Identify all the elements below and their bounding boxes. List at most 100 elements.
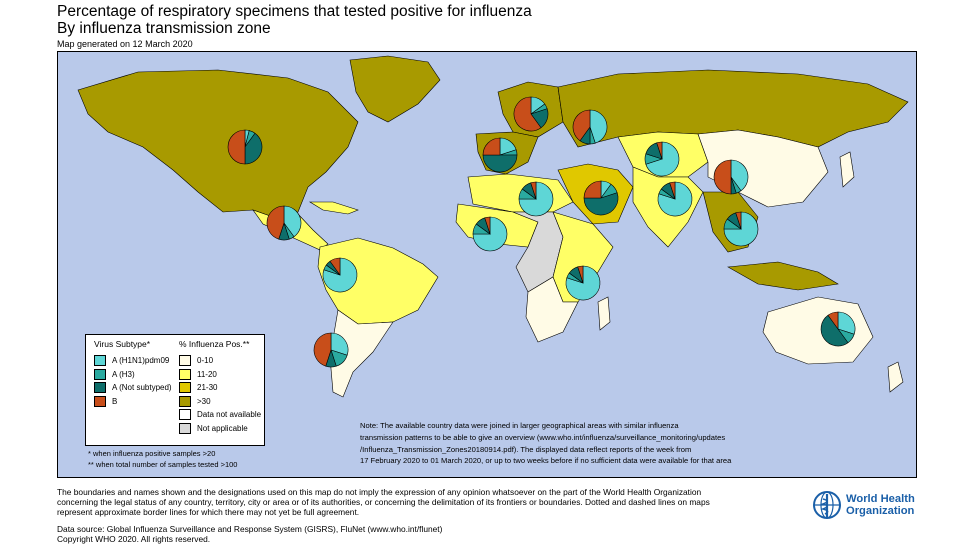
footnote-total-samples: ** when total number of samples tested >… [88,460,238,469]
legend-category-row: Data not available [179,408,261,422]
pie-chart [266,205,302,241]
who-logo: World Health Organization [812,488,922,522]
legend-subtype-row: B [94,395,172,409]
map-legend: Virus Subtype* A (H1N1)pdm09 A (H3) A (Not… [85,334,265,446]
pie-slice [572,109,591,142]
region-madagascar [597,296,611,331]
pie-slice [669,181,676,200]
region-southern-africa [525,276,579,343]
pie-chart [482,137,518,173]
legend-category-swatch [179,355,191,367]
note-line: 17 February 2020 to 01 March 2020, or up… [360,456,732,466]
who-emblem-icon [813,491,841,519]
pie-slice [656,141,663,160]
pie-chart [313,332,349,368]
copyright-line: Copyright WHO 2020. All rights reserved. [57,534,211,544]
legend-category-swatch [179,382,191,394]
legend-subtype-swatch [94,355,106,367]
pie-slice [330,332,349,356]
region-australia [762,296,874,365]
legend-category-row: >30 [179,395,261,409]
legend-positivity-column: % Influenza Pos.** 0-10 11-20 21-30 >30 Data… [179,339,261,435]
pie-slice [530,181,537,200]
legend-category-swatch [179,368,191,380]
legend-subtype-column: Virus Subtype* A (H1N1)pdm09 A (H3) A (Not… [94,339,172,408]
pie-chart [583,180,619,216]
pie-chart [472,216,508,252]
disclaimer-line: concerning the legal status of any count… [57,497,710,507]
source-line: Data source: Global Influenza Surveillan… [57,524,443,534]
pie-slice [827,311,839,330]
pie-chart [644,141,680,177]
logo-line: World Health [846,493,915,505]
pie-slice [583,180,602,199]
region-temperate-south-america [329,309,394,398]
legend-category-label: Not applicable [197,423,248,433]
pie-chart [820,311,856,347]
pie-chart [227,129,263,165]
legend-category-swatch [179,409,191,421]
legend-category-label: Data not available [197,410,262,420]
legend-subtype-label: A (Not subtyped) [112,383,172,393]
pie-slice [329,257,341,276]
pie-slice [735,211,742,230]
land-layer [77,55,909,398]
pie-slice [730,159,749,192]
disclaimer: The boundaries and names shown and the d… [57,487,747,517]
legend-category-row: Not applicable [179,422,261,436]
map-note: Note: The available country data were jo… [360,420,800,467]
pie-slice [820,314,849,347]
pie-chart [322,257,358,293]
legend-category-label: 0-10 [197,356,214,366]
pie-chart [513,96,549,132]
pie-slice [713,159,732,195]
pie-chart [572,109,608,145]
legend-category-label: 11-20 [197,369,217,379]
legend-category-label: >30 [197,396,211,406]
legend-category-label: 21-30 [197,383,218,393]
pie-chart [713,159,749,195]
legend-subtype-header: Virus Subtype* [94,339,151,349]
region-caribbean [308,201,359,215]
pie-slice [244,132,263,165]
pie-chart [657,181,693,217]
region-indonesia [727,261,839,291]
legend-subtype-row: A (Not subtyped) [94,381,172,395]
region-greenland [349,55,441,123]
pie-slice [266,205,285,240]
legend-category-swatch [179,395,191,407]
pie-slice [482,154,518,173]
legend-subtype-label: B [112,396,118,406]
generated-date: Map generated on 12 March 2020 [57,39,193,49]
legend-positivity-header: % Influenza Pos.** [179,339,250,349]
pie-chart [723,211,759,247]
pie-chart [518,181,554,217]
note-line: /Influenza_Transmission_Zones20180914.pd… [360,444,692,454]
legend-category-row: 0-10 [179,354,261,368]
legend-category-row: 21-30 [179,381,261,395]
page-subtitle: By influenza transmission zone [57,20,271,37]
pie-slice [482,137,501,156]
legend-subtype-row: A (H1N1)pdm09 [94,354,172,368]
region-new-zealand [887,361,904,393]
pie-slice [283,205,302,238]
legend-subtype-row: A (H3) [94,368,172,382]
pie-slice [837,311,856,335]
region-japan [839,151,855,188]
note-line: transmission patterns to be able to give… [360,432,726,442]
footnotes: * when influenza positive samples >20 **… [88,448,237,470]
pie-slice [227,129,246,165]
legend-subtype-swatch [94,368,106,380]
region-north-america [77,69,359,218]
map-canvas [77,55,909,398]
pie-slice [577,265,584,284]
footnote-positive-samples: * when influenza positive samples >20 [88,449,216,458]
legend-subtype-swatch [94,395,106,407]
logo-line: Organization [846,505,915,517]
data-source: Data source: Global Influenza Surveillan… [57,524,442,544]
region-tropical-south-america [317,237,439,325]
pie-slice [583,192,619,216]
page-title: Percentage of respiratory specimens that… [57,3,532,20]
disclaimer-line: represent approximate border lines for w… [57,507,360,517]
legend-subtype-label: A (H3) [112,369,135,379]
